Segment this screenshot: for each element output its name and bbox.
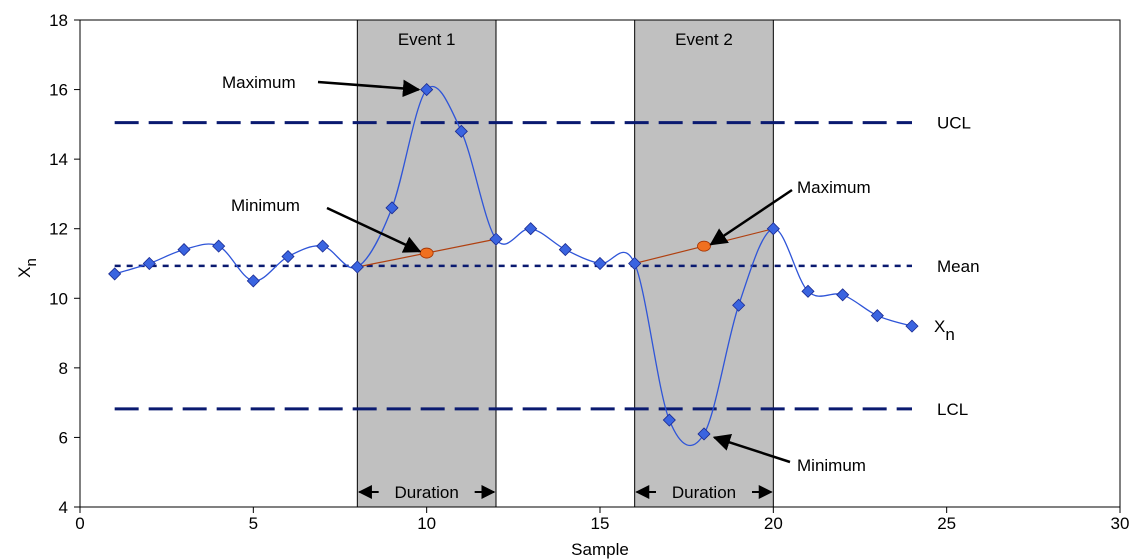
annotation-label-4: Minimum <box>797 456 866 475</box>
series-label-main: X <box>934 317 945 336</box>
data-point <box>836 288 850 302</box>
data-point <box>870 309 884 323</box>
x-tick-label: 20 <box>764 514 783 533</box>
data-point <box>732 298 746 312</box>
y-tick-label: 10 <box>49 289 68 308</box>
data-point <box>281 249 295 264</box>
x-tick-label: 15 <box>591 514 610 533</box>
x-tick-label: 25 <box>937 514 956 533</box>
series-label-sub: n <box>945 325 954 344</box>
x-tick-label: 10 <box>417 514 436 533</box>
data-point <box>766 222 780 236</box>
reference-label-lcl: LCL <box>937 400 968 419</box>
annotation-label-3: Maximum <box>797 178 871 197</box>
event-label-1: Event 1 <box>398 30 456 49</box>
y-tick-label: 8 <box>59 359 68 378</box>
annotation-arrow-2 <box>326 206 422 253</box>
annotation-label-1: Maximum <box>222 73 296 92</box>
data-point <box>350 260 364 274</box>
data-point <box>662 413 676 427</box>
x-axis-title: Sample <box>571 540 629 559</box>
y-tick-label: 18 <box>49 11 68 30</box>
y-tick-label: 14 <box>49 150 68 169</box>
annotation-arrow-4 <box>712 433 791 464</box>
y-tick-label: 16 <box>49 81 68 100</box>
duration-label-2: Duration <box>672 483 736 502</box>
event-region-1 <box>356 19 497 508</box>
data-series: Xn <box>108 83 955 447</box>
data-point <box>142 256 156 271</box>
reference-label-ucl: UCL <box>937 114 971 133</box>
event-regions: Event 1 Duration Event 2 Duration <box>356 19 774 508</box>
data-point <box>558 243 572 257</box>
data-point <box>454 124 468 138</box>
data-point <box>246 274 260 288</box>
y-axis-title-sub: n <box>23 258 40 266</box>
y-axis-title: Xn <box>15 258 40 278</box>
data-point <box>489 232 503 246</box>
annotation-arrow-3 <box>709 188 793 246</box>
annotation-arrow-1 <box>317 79 421 98</box>
data-point <box>593 256 607 271</box>
x-tick-label: 5 <box>249 514 258 533</box>
data-point <box>524 222 538 236</box>
y-axis-title-main: X <box>15 267 34 278</box>
reference-lines: UCL Mean LCL <box>114 114 980 419</box>
series-label: Xn <box>934 317 955 344</box>
axes: 0 5 10 15 20 25 30 4 6 8 10 12 14 16 18 <box>49 11 1129 533</box>
data-point <box>316 239 330 253</box>
event-midpoint-2 <box>697 240 711 252</box>
x-tick-label: 0 <box>75 514 84 533</box>
data-point <box>177 243 191 257</box>
data-point <box>697 427 711 441</box>
x-tick-label: 30 <box>1111 514 1130 533</box>
event-label-2: Event 2 <box>675 30 733 49</box>
y-tick-label: 4 <box>59 498 68 517</box>
event-trend-lines <box>357 228 774 268</box>
data-point <box>420 83 434 97</box>
annotation-label-2: Minimum <box>231 196 300 215</box>
data-point <box>801 284 815 298</box>
y-tick-label: 6 <box>59 428 68 447</box>
event-region-2 <box>634 19 774 508</box>
data-point <box>905 319 919 333</box>
data-point <box>628 256 642 271</box>
annotations: Maximum Minimum Maximum Minimum <box>222 73 871 475</box>
data-point <box>108 267 122 281</box>
data-point <box>385 201 399 215</box>
event-midpoint-1 <box>419 247 434 259</box>
y-tick-label: 12 <box>49 220 68 239</box>
duration-label-1: Duration <box>395 483 459 502</box>
data-point <box>212 239 226 253</box>
reference-label-mean: Mean <box>937 257 980 276</box>
